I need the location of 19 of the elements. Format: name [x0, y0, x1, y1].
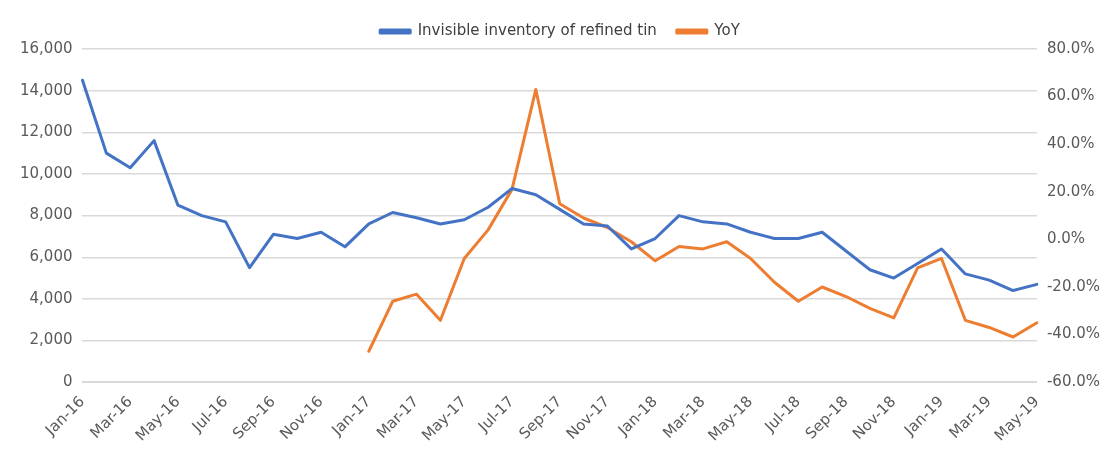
- y-tick-label: 12,000: [19, 122, 73, 141]
- y2-tick-label: -20.0%: [1046, 276, 1101, 295]
- legend-label: Invisible inventory of refined tin: [417, 21, 657, 40]
- y2-tick-label: 80.0%: [1046, 38, 1095, 57]
- legend-label: YoY: [713, 21, 741, 40]
- y-tick-label: 8,000: [29, 205, 73, 224]
- y-tick-label: 4,000: [29, 288, 73, 307]
- y2-tick-label: 0.0%: [1046, 229, 1086, 248]
- y-tick-label: 0: [62, 372, 73, 391]
- y-tick-label: 16,000: [19, 38, 73, 57]
- y-tick-label: 6,000: [29, 247, 73, 266]
- y2-tick-label: 60.0%: [1046, 86, 1095, 105]
- y2-tick-label: -40.0%: [1046, 324, 1101, 343]
- y-tick-label: 2,000: [29, 330, 73, 349]
- y2-tick-label: -60.0%: [1046, 372, 1101, 391]
- y-tick-label: 14,000: [19, 80, 73, 99]
- y2-tick-label: 40.0%: [1046, 134, 1095, 153]
- y2-tick-label: 20.0%: [1046, 181, 1095, 200]
- y-tick-label: 10,000: [19, 163, 73, 182]
